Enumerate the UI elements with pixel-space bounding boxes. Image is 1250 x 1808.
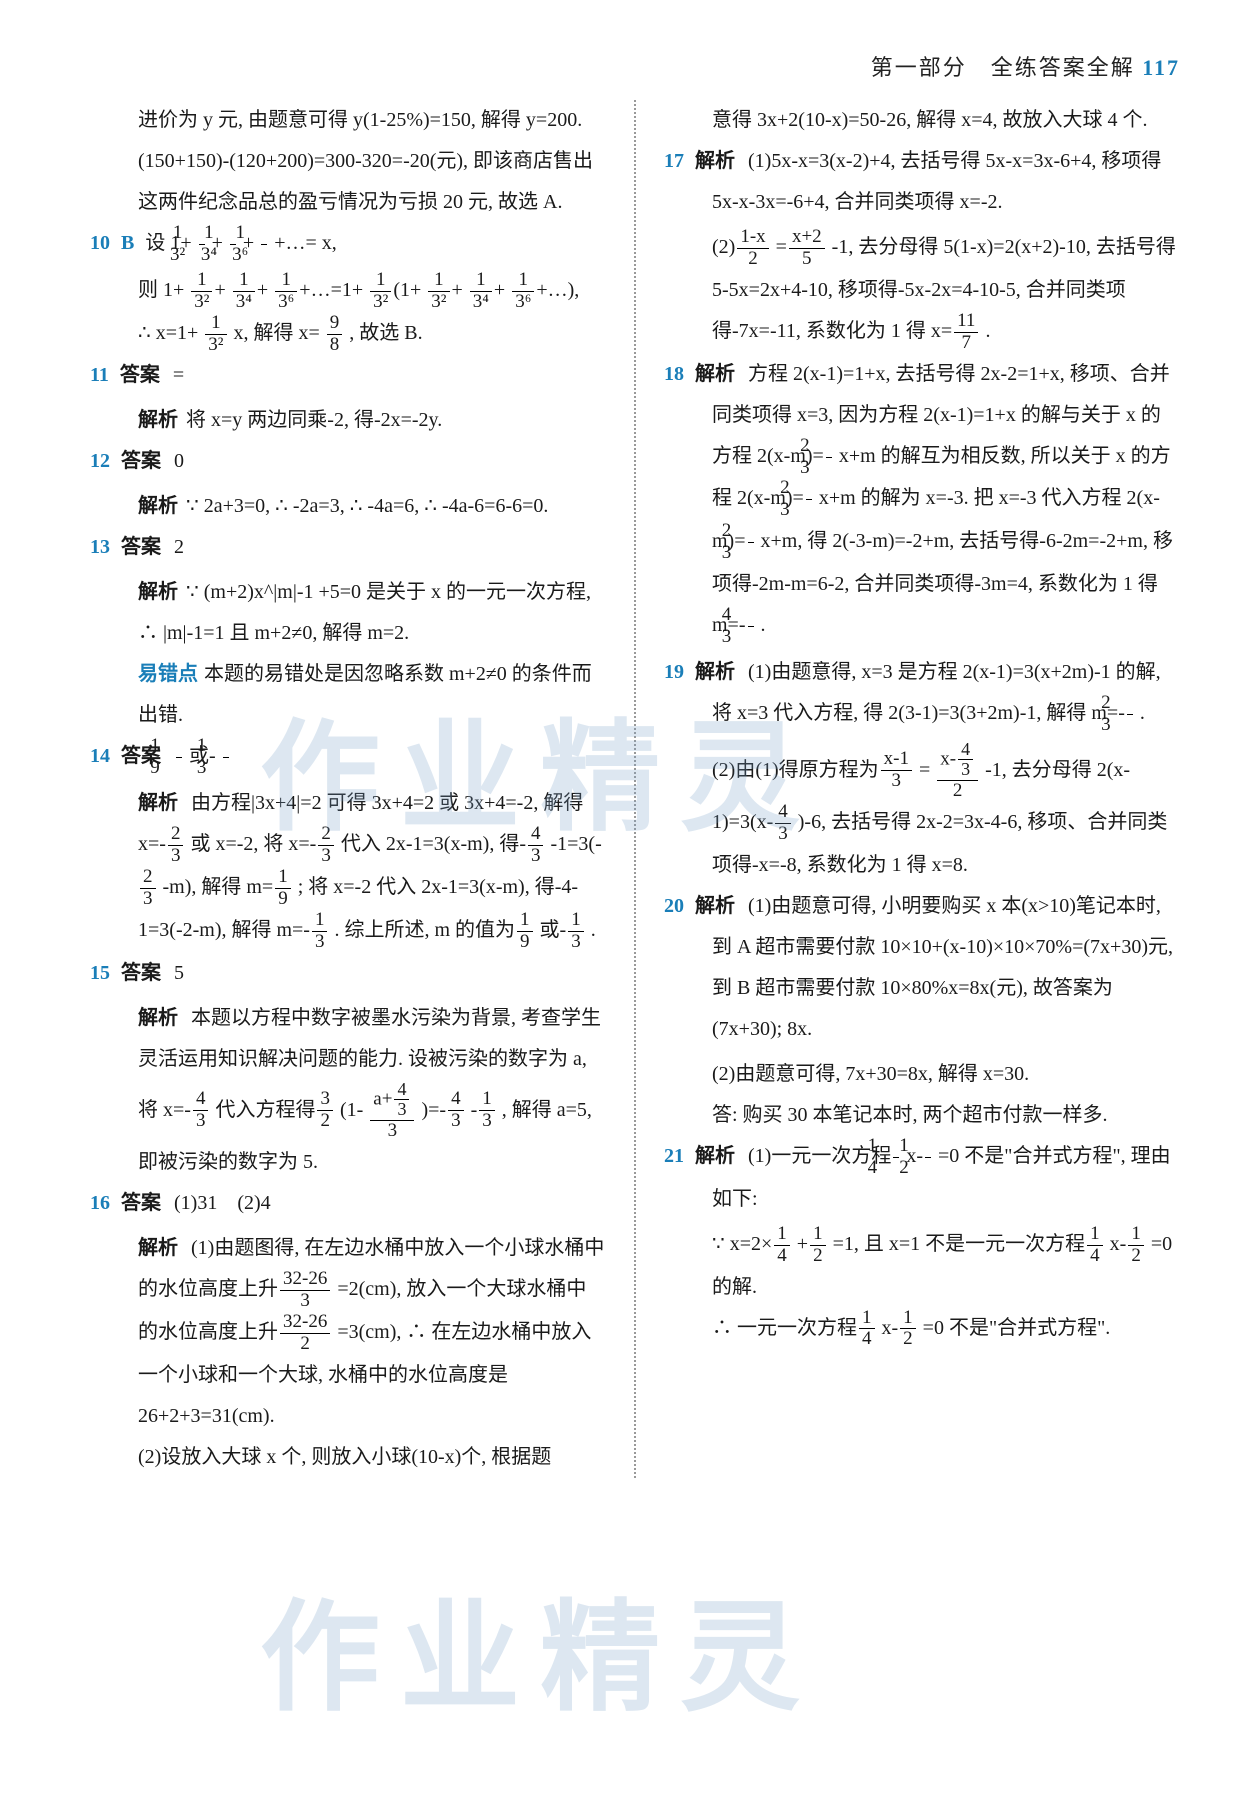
left-column: 进价为 y 元, 由题意可得 y(1-25%)=150, 解得 y=200. (… — [90, 100, 606, 1478]
q19: 19 解析 (1)由题意得, x=3 是方程 2(x-1)=3(x+2m)-1 … — [664, 652, 1180, 736]
q18: 18 解析 方程 2(x-1)=1+x, 去括号得 2x-2=1+x, 移项、合… — [664, 354, 1180, 648]
content-columns: 进价为 y 元, 由题意可得 y(1-25%)=150, 解得 y=200. (… — [90, 100, 1180, 1478]
q16: 16 答案 (1)31 (2)4 — [90, 1183, 606, 1224]
q10-ans: B — [121, 232, 134, 254]
q20: 20 解析 (1)由题意可得, 小明要购买 x 本(x>10)笔记本时, 到 A… — [664, 886, 1180, 1050]
q12: 12 答案 0 — [90, 441, 606, 482]
q10-l2: 则 1+ 13²+ 13⁴+ 13⁶+…=1+ 13²(1+ 13²+ 13⁴+… — [90, 270, 606, 313]
right-cont: 意得 3x+2(10-x)=50-26, 解得 x=4, 故放入大球 4 个. — [664, 100, 1180, 141]
watermark-2: 作业精灵 — [260, 1560, 820, 1734]
q13: 13 答案 2 — [90, 527, 606, 568]
q17: 17 解析 (1)5x-x=3(x-2)+4, 去括号得 5x-x=3x-6+4… — [664, 141, 1180, 223]
q10-num: 10 — [90, 232, 110, 254]
section-title: 第一部分 全练答案全解 — [871, 55, 1135, 80]
q11: 11 答案 = — [90, 355, 606, 396]
q10: 10 B 设 1+ 13² + 13⁴ + 13⁶ +…= x, — [90, 223, 606, 266]
q10-l3: ∴ x=1+ 13² x, 解得 x= 98 , 故选 B. — [90, 313, 606, 356]
q14: 14 答案 19 或- 13 — [90, 736, 606, 779]
page-header: 第一部分 全练答案全解 117 — [90, 50, 1180, 82]
right-column: 意得 3x+2(10-x)=50-26, 解得 x=4, 故放入大球 4 个. … — [664, 100, 1180, 1478]
column-divider — [634, 100, 636, 1478]
page-number: 117 — [1142, 55, 1180, 80]
q21: 21 解析 (1)一元一次方程14 x-12 =0 不是"合并式方程", 理由如… — [664, 1136, 1180, 1220]
q15: 15 答案 5 — [90, 953, 606, 994]
left-intro: 进价为 y 元, 由题意可得 y(1-25%)=150, 解得 y=200. (… — [90, 100, 606, 223]
